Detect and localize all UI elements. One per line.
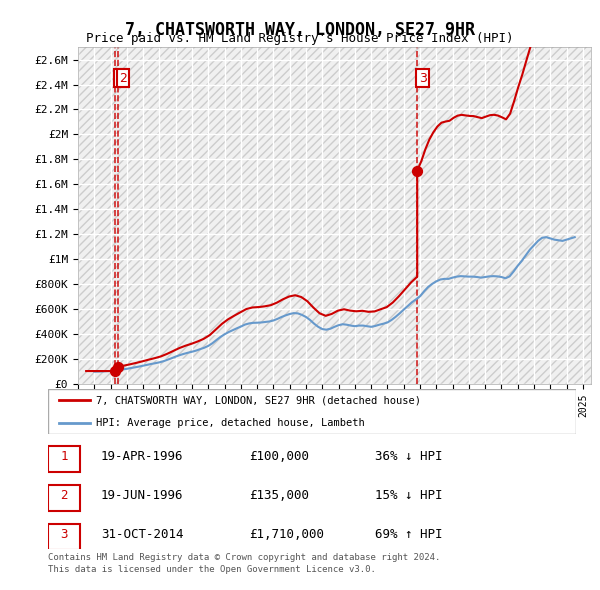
Text: £135,000: £135,000 (248, 489, 308, 502)
FancyBboxPatch shape (48, 389, 576, 434)
Text: 1: 1 (116, 72, 124, 85)
Text: 19-JUN-1996: 19-JUN-1996 (101, 489, 184, 502)
Point (412, 166, 422, 175)
Text: 2: 2 (60, 489, 68, 502)
FancyBboxPatch shape (48, 524, 80, 550)
Text: 2: 2 (119, 72, 127, 85)
Text: 36% ↓ HPI: 36% ↓ HPI (376, 450, 443, 463)
Text: £1,710,000: £1,710,000 (248, 528, 323, 541)
Text: 7, CHATSWORTH WAY, LONDON, SE27 9HR: 7, CHATSWORTH WAY, LONDON, SE27 9HR (125, 21, 475, 39)
Text: 7, CHATSWORTH WAY, LONDON, SE27 9HR (detached house): 7, CHATSWORTH WAY, LONDON, SE27 9HR (det… (95, 395, 421, 405)
Text: £100,000: £100,000 (248, 450, 308, 463)
Text: HPI: Average price, detached house, Lambeth: HPI: Average price, detached house, Lamb… (95, 418, 364, 428)
Text: 1: 1 (60, 450, 68, 463)
Text: 69% ↑ HPI: 69% ↑ HPI (376, 528, 443, 541)
Text: 3: 3 (419, 72, 427, 85)
Text: 19-APR-1996: 19-APR-1996 (101, 450, 184, 463)
Point (113, 362, 123, 372)
Text: Price paid vs. HM Land Registry's House Price Index (HPI): Price paid vs. HM Land Registry's House … (86, 32, 514, 45)
Text: 3: 3 (60, 528, 68, 541)
Point (110, 366, 120, 376)
Text: 31-OCT-2014: 31-OCT-2014 (101, 528, 184, 541)
Text: Contains HM Land Registry data © Crown copyright and database right 2024.: Contains HM Land Registry data © Crown c… (48, 553, 440, 562)
Text: 15% ↓ HPI: 15% ↓ HPI (376, 489, 443, 502)
Text: This data is licensed under the Open Government Licence v3.0.: This data is licensed under the Open Gov… (48, 565, 376, 574)
FancyBboxPatch shape (48, 485, 80, 511)
FancyBboxPatch shape (48, 446, 80, 472)
